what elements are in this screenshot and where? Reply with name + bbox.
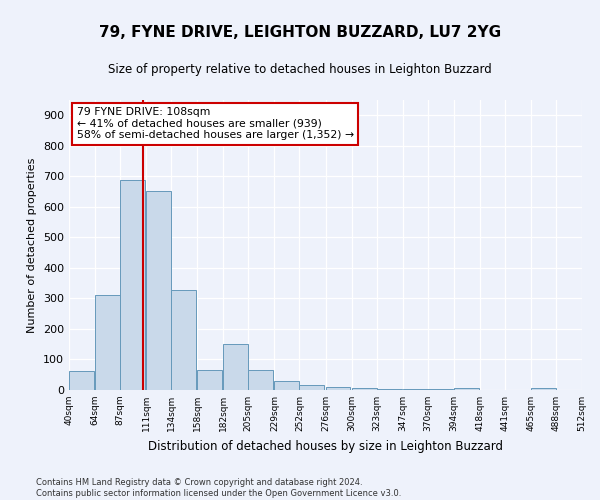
- Text: 79, FYNE DRIVE, LEIGHTON BUZZARD, LU7 2YG: 79, FYNE DRIVE, LEIGHTON BUZZARD, LU7 2Y…: [99, 25, 501, 40]
- Bar: [120, 180, 145, 390]
- Bar: [95, 296, 120, 390]
- Text: Size of property relative to detached houses in Leighton Buzzard: Size of property relative to detached ho…: [108, 62, 492, 76]
- Bar: [454, 388, 479, 390]
- Bar: [531, 388, 556, 390]
- Text: Contains HM Land Registry data © Crown copyright and database right 2024.
Contai: Contains HM Land Registry data © Crown c…: [36, 478, 401, 498]
- Bar: [223, 344, 248, 390]
- Bar: [403, 389, 428, 390]
- Bar: [299, 384, 325, 390]
- Bar: [377, 389, 401, 390]
- Bar: [171, 290, 196, 390]
- Bar: [69, 371, 94, 390]
- Bar: [146, 190, 171, 390]
- Text: 79 FYNE DRIVE: 108sqm
← 41% of detached houses are smaller (939)
58% of semi-det: 79 FYNE DRIVE: 108sqm ← 41% of detached …: [77, 108, 354, 140]
- Bar: [326, 387, 350, 390]
- X-axis label: Distribution of detached houses by size in Leighton Buzzard: Distribution of detached houses by size …: [148, 440, 503, 452]
- Bar: [248, 370, 274, 390]
- Bar: [197, 370, 222, 390]
- Bar: [352, 388, 377, 390]
- Bar: [274, 381, 299, 390]
- Y-axis label: Number of detached properties: Number of detached properties: [28, 158, 37, 332]
